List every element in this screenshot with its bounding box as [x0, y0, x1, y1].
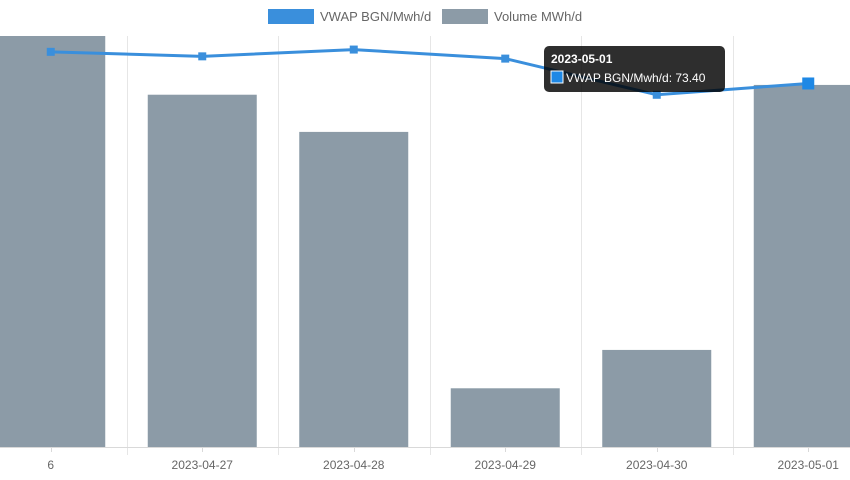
- vwap-line: [46, 45, 815, 99]
- legend: VWAP BGN/Mwh/d Volume MWh/d: [268, 9, 582, 24]
- tooltip-swatch: [550, 70, 564, 84]
- vwap-point: [198, 52, 207, 61]
- volume-bar: [602, 349, 712, 447]
- legend-label-vwap: VWAP BGN/Mwh/d: [320, 9, 431, 24]
- x-tick-label: 2023-04-29: [475, 458, 537, 472]
- legend-swatch-vwap: [268, 9, 314, 24]
- volume-bar: [753, 84, 850, 447]
- legend-item-vwap[interactable]: VWAP BGN/Mwh/d: [268, 9, 431, 24]
- vwap-point: [46, 47, 55, 56]
- vwap-point-highlighted: [802, 77, 815, 90]
- vwap-point: [501, 54, 510, 63]
- x-tick-label: 2023-04-30: [626, 458, 688, 472]
- tooltip-body: VWAP BGN/Mwh/d: 73.40: [566, 71, 706, 85]
- volume-bar: [450, 388, 560, 447]
- x-tick-label: 2023-04-27: [172, 458, 234, 472]
- tooltip-title: 2023-05-01: [551, 52, 613, 66]
- tooltip: 2023-05-01 VWAP BGN/Mwh/d: 73.40: [544, 46, 725, 92]
- volume-bar: [299, 131, 409, 447]
- grid-lines: [0, 36, 850, 455]
- x-tick-label: 2023-05-01: [778, 458, 840, 472]
- legend-swatch-volume: [442, 9, 488, 24]
- volume-bar: [0, 36, 106, 447]
- vwap-point: [652, 90, 661, 99]
- legend-label-volume: Volume MWh/d: [494, 9, 582, 24]
- x-tick-label: 2023-04-28: [323, 458, 385, 472]
- vwap-point: [349, 45, 358, 54]
- x-tick-label: 6: [47, 458, 54, 472]
- volume-bars: [0, 36, 850, 447]
- vwap-line-path: [50, 48, 809, 97]
- volume-bar: [147, 94, 257, 447]
- legend-item-volume[interactable]: Volume MWh/d: [442, 9, 582, 24]
- x-axis: 6 2023-04-27 2023-04-28 2023-04-29 2023-04-3…: [47, 447, 839, 472]
- tooltip-box: [544, 46, 725, 92]
